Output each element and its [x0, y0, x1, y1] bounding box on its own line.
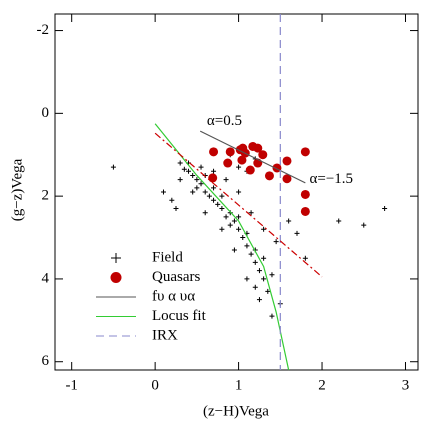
- field-point: [215, 201, 221, 207]
- field-point: [248, 251, 254, 257]
- field-point: [302, 255, 308, 261]
- series-line: [199, 130, 306, 184]
- annotation: α=0.5: [207, 113, 242, 129]
- field-point: [202, 189, 208, 195]
- quasar-point: [245, 165, 255, 175]
- field-point: [110, 164, 116, 170]
- field-point: [219, 193, 225, 199]
- field-point: [265, 288, 271, 294]
- field-point: [231, 247, 237, 253]
- plot-frame: [54, 13, 419, 371]
- field-point: [244, 276, 250, 282]
- x-tick-label: -1: [65, 377, 78, 393]
- field-point: [186, 168, 192, 174]
- field-point: [227, 222, 233, 228]
- quasar-point: [225, 147, 235, 157]
- legend-marker: [111, 253, 121, 263]
- y-tick-label: 2: [42, 188, 50, 204]
- field-point: [219, 226, 225, 232]
- quasar-point: [282, 156, 292, 166]
- field-point: [190, 172, 196, 178]
- x-tick-label: 0: [151, 377, 159, 393]
- x-tick-label: 1: [235, 377, 243, 393]
- field-point: [194, 177, 200, 183]
- field-point: [181, 166, 187, 172]
- quasar-point: [223, 158, 233, 168]
- field-point: [336, 218, 342, 224]
- field-point: [190, 189, 196, 195]
- x-tick-label: 3: [402, 377, 410, 393]
- legend-label: fυ α υα: [152, 288, 195, 304]
- field-point: [236, 214, 242, 220]
- y-tick-label: -2: [37, 22, 50, 38]
- legend-label: Locus fit: [152, 308, 207, 324]
- field-point: [198, 164, 204, 170]
- quasar-point: [300, 147, 310, 157]
- field-point: [240, 235, 246, 241]
- y-axis-label: (g−z)Vega: [9, 158, 25, 221]
- field-point: [236, 164, 242, 170]
- legend-marker: [110, 272, 122, 283]
- field-point: [177, 160, 183, 166]
- field-point: [198, 181, 204, 187]
- field-point: [269, 313, 275, 319]
- quasar-point: [300, 206, 310, 216]
- field-point: [382, 206, 388, 212]
- field-point: [223, 214, 229, 220]
- field-point: [236, 189, 242, 195]
- field-point: [261, 276, 267, 282]
- field-point: [244, 243, 250, 249]
- field-point: [231, 218, 237, 224]
- field-point: [160, 189, 166, 195]
- field-point: [211, 197, 217, 203]
- legend-label: Field: [152, 249, 183, 265]
- quasar-point: [209, 147, 219, 157]
- field-point: [194, 185, 200, 191]
- legend-label: Quasars: [152, 269, 200, 285]
- field-point: [173, 206, 179, 212]
- field-point: [219, 206, 225, 212]
- field-point: [261, 255, 267, 261]
- field-point: [202, 210, 208, 216]
- field-point: [361, 222, 367, 228]
- x-axis-label: (z−H)Vega: [203, 403, 269, 419]
- y-tick-label: 4: [42, 270, 50, 286]
- quasar-point: [258, 150, 268, 160]
- series-line: [154, 123, 290, 371]
- legend-label: IRX: [152, 327, 178, 343]
- quasar-point: [248, 141, 258, 151]
- field-point: [273, 239, 279, 245]
- field-point: [206, 193, 212, 199]
- field-point: [261, 226, 267, 232]
- field-point: [169, 197, 175, 203]
- field-point: [248, 210, 254, 216]
- field-point: [177, 177, 183, 183]
- annotation: α=−1.5: [310, 171, 354, 187]
- field-point: [256, 297, 262, 303]
- field-point: [252, 259, 258, 265]
- field-point: [211, 168, 217, 174]
- quasar-point: [208, 173, 218, 183]
- field-point: [286, 218, 292, 224]
- field-point: [211, 185, 217, 191]
- field-point: [252, 284, 258, 290]
- field-point: [223, 177, 229, 183]
- y-tick-label: 6: [42, 353, 50, 369]
- quasar-point: [264, 171, 274, 181]
- quasar-point: [282, 174, 292, 184]
- x-tick-label: 2: [318, 377, 326, 393]
- quasar-point: [237, 155, 247, 165]
- field-point: [256, 268, 262, 274]
- field-point: [236, 226, 242, 232]
- quasar-point: [300, 189, 310, 199]
- field-point: [269, 272, 275, 278]
- y-tick-label: 0: [42, 105, 50, 121]
- series-line: [154, 132, 323, 278]
- field-point: [294, 230, 300, 236]
